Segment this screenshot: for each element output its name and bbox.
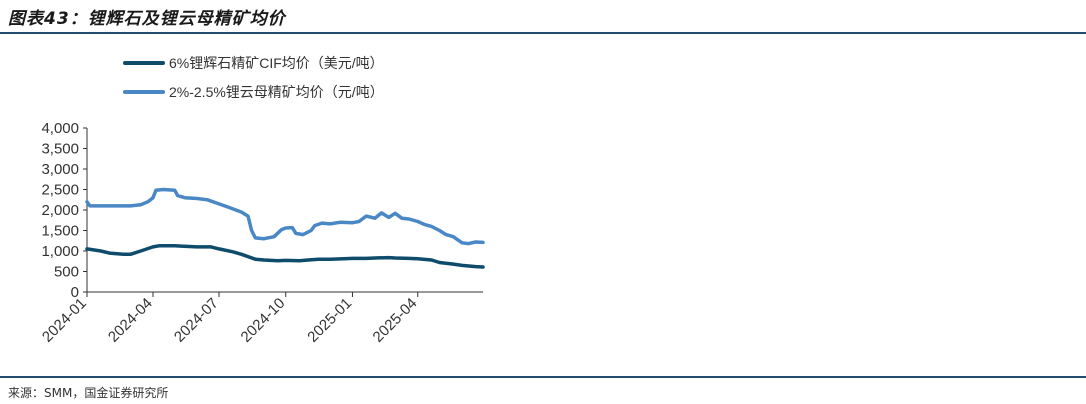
- legend-label: 2%-2.5%锂云母精矿均价（元/吨）: [169, 84, 384, 100]
- x-tick-label: 2024-01: [39, 295, 90, 346]
- y-tick-label: 3,500: [41, 141, 79, 158]
- y-tick-label: 4,000: [41, 120, 79, 137]
- chart-title: 图表43：锂辉石及锂云母精矿均价: [8, 9, 286, 29]
- top-rule: [0, 32, 1086, 34]
- y-tick-label: 500: [54, 264, 79, 281]
- y-tick-label: 0: [71, 284, 79, 301]
- y-tick-label: 2,500: [41, 182, 79, 199]
- bottom-rule: [0, 376, 1086, 378]
- x-tick-label: 2024-04: [105, 295, 156, 346]
- line-chart: 0 500 1,000 1,500 2,000 2,500 3,000 3,500 4,000 2…: [39, 55, 485, 346]
- x-tick-label: 2024-10: [238, 295, 289, 346]
- series-line: [85, 243, 485, 269]
- x-tick-label: 2025-01: [304, 295, 355, 346]
- x-tick-label: 2025-04: [370, 295, 421, 346]
- y-tick-label: 2,000: [41, 202, 79, 219]
- y-tick-label: 1,500: [41, 223, 79, 240]
- y-tick-label: 3,000: [41, 161, 79, 178]
- x-tick-label: 2024-07: [171, 295, 222, 346]
- series-line: [85, 187, 485, 246]
- y-tick-label: 1,000: [41, 243, 79, 260]
- source-note: 来源：SMM，国金证券研究所: [8, 386, 169, 400]
- legend-label: 6%锂辉石精矿CIF均价（美元/吨）: [169, 55, 384, 71]
